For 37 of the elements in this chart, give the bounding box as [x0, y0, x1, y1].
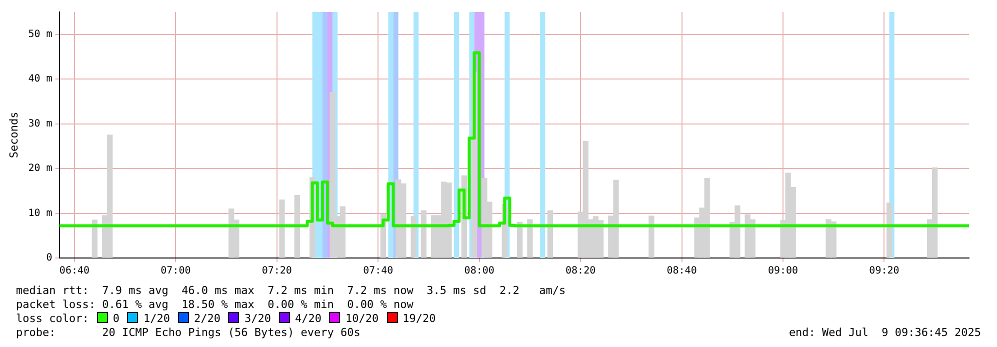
x-tick-label: 08:00 — [464, 266, 494, 277]
y-tick-label: 20 m — [28, 163, 52, 174]
y-tick-label: 30 m — [28, 118, 52, 130]
bar — [410, 216, 416, 258]
text: 4/20 — [294, 312, 322, 325]
bar — [886, 202, 892, 258]
y-tick-label: 40 m — [28, 74, 52, 85]
text: end: Wed Jul 9 09:36:45 2025 — [788, 326, 981, 340]
text: 10/20 — [345, 312, 379, 325]
text: loss color: — [16, 312, 89, 325]
bar — [420, 210, 427, 258]
bar — [527, 219, 533, 258]
y-tick-label: 50 m — [28, 28, 52, 40]
text: 0 — [112, 312, 120, 325]
x-tick-label: 09:00 — [768, 266, 798, 277]
x-tick-label: 07:20 — [262, 266, 292, 277]
text: 3/20 — [244, 312, 271, 325]
text: probe: 20 ICMP Echo Pings (56 Bytes) every 60s — [16, 326, 360, 340]
y-tick-label: 10 m — [28, 208, 52, 219]
x-tick-label: 07:00 — [160, 266, 191, 277]
text: 2/20 — [194, 312, 220, 325]
y-tick-label: 0 — [46, 252, 52, 264]
x-tick-label: 09:20 — [869, 266, 900, 277]
bar — [547, 210, 554, 258]
text: packet loss: 0.61 % avg 18.50 % max 0.00 % min 0.00 % now — [16, 298, 414, 312]
y-axis-title: Seconds — [7, 112, 20, 158]
x-tick-label: 07:40 — [363, 266, 394, 277]
bar — [294, 195, 300, 258]
text: 1/20 — [143, 312, 170, 325]
bar — [648, 216, 654, 258]
x-tick-label: 08:20 — [566, 266, 596, 277]
x-tick-label: 06:40 — [59, 266, 90, 277]
bar — [92, 220, 98, 258]
bar — [279, 200, 285, 258]
x-tick-label: 08:40 — [666, 266, 697, 277]
text: median rtt: 7.9 ms avg 46.0 ms max 7.2 ms min 7.2 ms now 3.5 ms sd 2.2 am/s — [16, 284, 566, 298]
text: 19/20 — [402, 312, 436, 325]
